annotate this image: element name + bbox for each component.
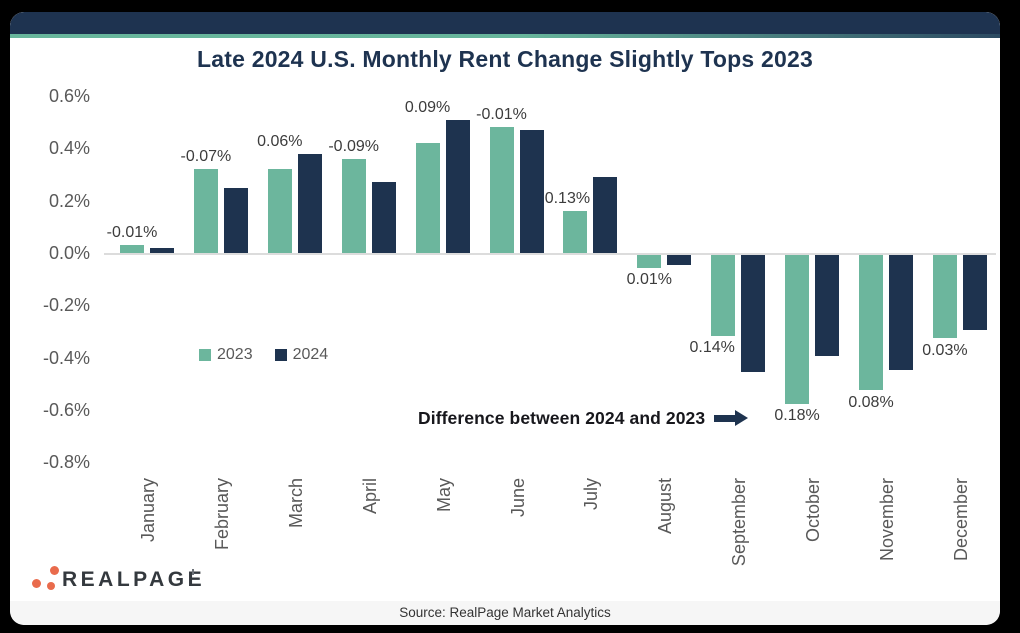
bar-2024-march bbox=[297, 153, 322, 253]
header-bar bbox=[10, 12, 1000, 34]
realpage-logo: REALPAGE bbox=[32, 564, 236, 604]
arrow-right-icon bbox=[714, 410, 749, 426]
diff-label-december: 0.03% bbox=[922, 341, 968, 359]
y-axis-tick: 0.2% bbox=[48, 190, 90, 211]
diff-label-april: -0.09% bbox=[328, 137, 380, 155]
bar-2024-june bbox=[519, 130, 544, 253]
bar-2024-february bbox=[223, 187, 248, 253]
diff-label-august: 0.01% bbox=[626, 271, 672, 289]
bar-2023-march bbox=[267, 169, 292, 253]
logo-dot-icon bbox=[32, 579, 41, 588]
bar-2024-january bbox=[150, 247, 174, 253]
bar-2024-july bbox=[593, 177, 618, 253]
difference-annotation: Difference between 2024 and 2023 bbox=[418, 406, 749, 430]
legend-swatch-2023 bbox=[199, 349, 211, 361]
diff-label-february: -0.07% bbox=[180, 148, 232, 166]
bar-2023-november bbox=[859, 254, 883, 391]
y-axis-tick: -0.2% bbox=[42, 295, 90, 316]
legend-item-2023: 2023 bbox=[199, 346, 253, 364]
chart-plot: 0.6% 0.4% 0.2% 0.0% -0.2% -0.4% -0.6% -0.8% -0.0… bbox=[10, 12, 1000, 625]
legend-label-2024: 2024 bbox=[292, 346, 329, 363]
bar-2024-september bbox=[741, 254, 766, 373]
x-axis-line bbox=[104, 253, 996, 255]
bar-2023-may bbox=[415, 143, 440, 253]
bar-2023-april bbox=[341, 158, 366, 253]
diff-label-march: 0.06% bbox=[257, 132, 303, 150]
bar-2023-august bbox=[637, 254, 662, 268]
bar-2024-november bbox=[889, 254, 913, 370]
y-axis-tick: -0.6% bbox=[42, 399, 90, 420]
bar-2024-december bbox=[962, 254, 987, 331]
diff-label-january: -0.01% bbox=[106, 224, 158, 242]
bar-2023-july bbox=[563, 211, 588, 253]
y-axis-tick: 0.0% bbox=[48, 243, 90, 263]
diff-label-november: 0.08% bbox=[848, 393, 894, 411]
annotation-text: Difference between 2024 and 2023 bbox=[418, 407, 706, 428]
bar-2024-august bbox=[667, 254, 692, 265]
legend-label-2023: 2023 bbox=[217, 346, 253, 363]
legend-swatch-2024 bbox=[274, 349, 287, 361]
diff-label-july: 0.13% bbox=[544, 190, 591, 208]
bar-2023-june bbox=[489, 127, 514, 253]
diff-label-may: 0.09% bbox=[404, 98, 451, 116]
chart-title: Late 2024 U.S. Monthly Rent Change Sligh… bbox=[197, 46, 813, 72]
accent-gradient-line bbox=[10, 34, 1000, 38]
bar-2024-october bbox=[815, 254, 840, 357]
trademark-tick bbox=[192, 569, 194, 575]
logo-dot-icon bbox=[47, 582, 55, 590]
bar-2023-january bbox=[120, 245, 144, 253]
source-footer: Source: RealPage Market Analytics bbox=[10, 601, 1000, 625]
diff-label-june: -0.01% bbox=[476, 106, 527, 124]
logo-text: REALPAGE bbox=[62, 568, 206, 591]
logo-dot-icon bbox=[50, 566, 59, 575]
y-axis-tick: 0.6% bbox=[48, 86, 90, 107]
bar-2023-february bbox=[193, 169, 218, 253]
source-text: Source: RealPage Market Analytics bbox=[399, 605, 611, 620]
bar-2023-december bbox=[932, 254, 957, 339]
y-axis-tick: -0.4% bbox=[42, 347, 90, 368]
y-axis-tick: -0.8% bbox=[42, 452, 90, 473]
bar-2024-may bbox=[445, 119, 470, 253]
diff-label-october: 0.18% bbox=[774, 407, 820, 425]
chart-card: Late 2024 U.S. Monthly Rent Change Sligh… bbox=[10, 12, 1000, 625]
bar-2024-april bbox=[371, 182, 396, 253]
chart-legend: 2023 2024 bbox=[199, 346, 328, 364]
diff-label-september: 0.14% bbox=[689, 339, 735, 357]
bar-2023-october bbox=[785, 254, 810, 404]
legend-item-2024: 2024 bbox=[274, 346, 329, 364]
bar-2023-september bbox=[711, 254, 736, 336]
y-axis-tick: 0.4% bbox=[48, 138, 90, 159]
